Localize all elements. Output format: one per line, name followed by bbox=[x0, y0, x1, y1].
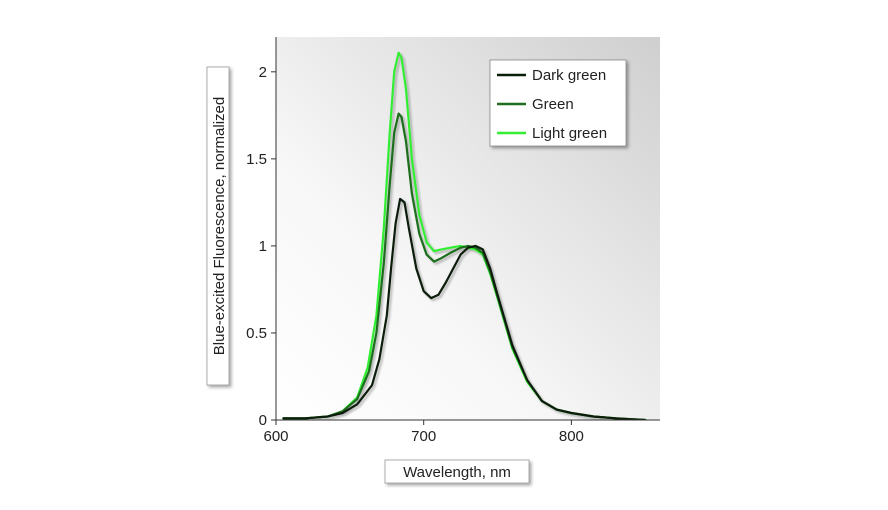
y-tick-label: 0 bbox=[259, 412, 267, 429]
y-tick-label: 0.5 bbox=[246, 325, 267, 342]
y-axis-label-box: Blue-excited Fluorescence, normalized bbox=[206, 66, 230, 386]
legend-label: Light green bbox=[532, 125, 607, 142]
tick-layer: 0 0.5 1 1.5 2 600 700 800 bbox=[246, 64, 584, 445]
y-tick-label: 2 bbox=[259, 64, 267, 81]
legend-label: Dark green bbox=[532, 67, 606, 84]
x-tick-label: 700 bbox=[411, 428, 436, 445]
series-line-dark-green bbox=[282, 197, 647, 420]
x-tick-label: 600 bbox=[263, 428, 288, 445]
x-axis-label-box: Wavelength, nm bbox=[384, 459, 530, 484]
y-tick-label: 1.5 bbox=[246, 151, 267, 168]
legend-label: Green bbox=[532, 96, 574, 113]
x-axis-label: Wavelength, nm bbox=[403, 464, 511, 481]
series-layer bbox=[282, 51, 647, 420]
y-axis-label: Blue-excited Fluorescence, normalized bbox=[211, 97, 228, 355]
x-tick-label: 800 bbox=[559, 428, 584, 445]
y-tick-label: 1 bbox=[259, 238, 267, 255]
legend: Dark green Green Light green bbox=[489, 59, 627, 147]
